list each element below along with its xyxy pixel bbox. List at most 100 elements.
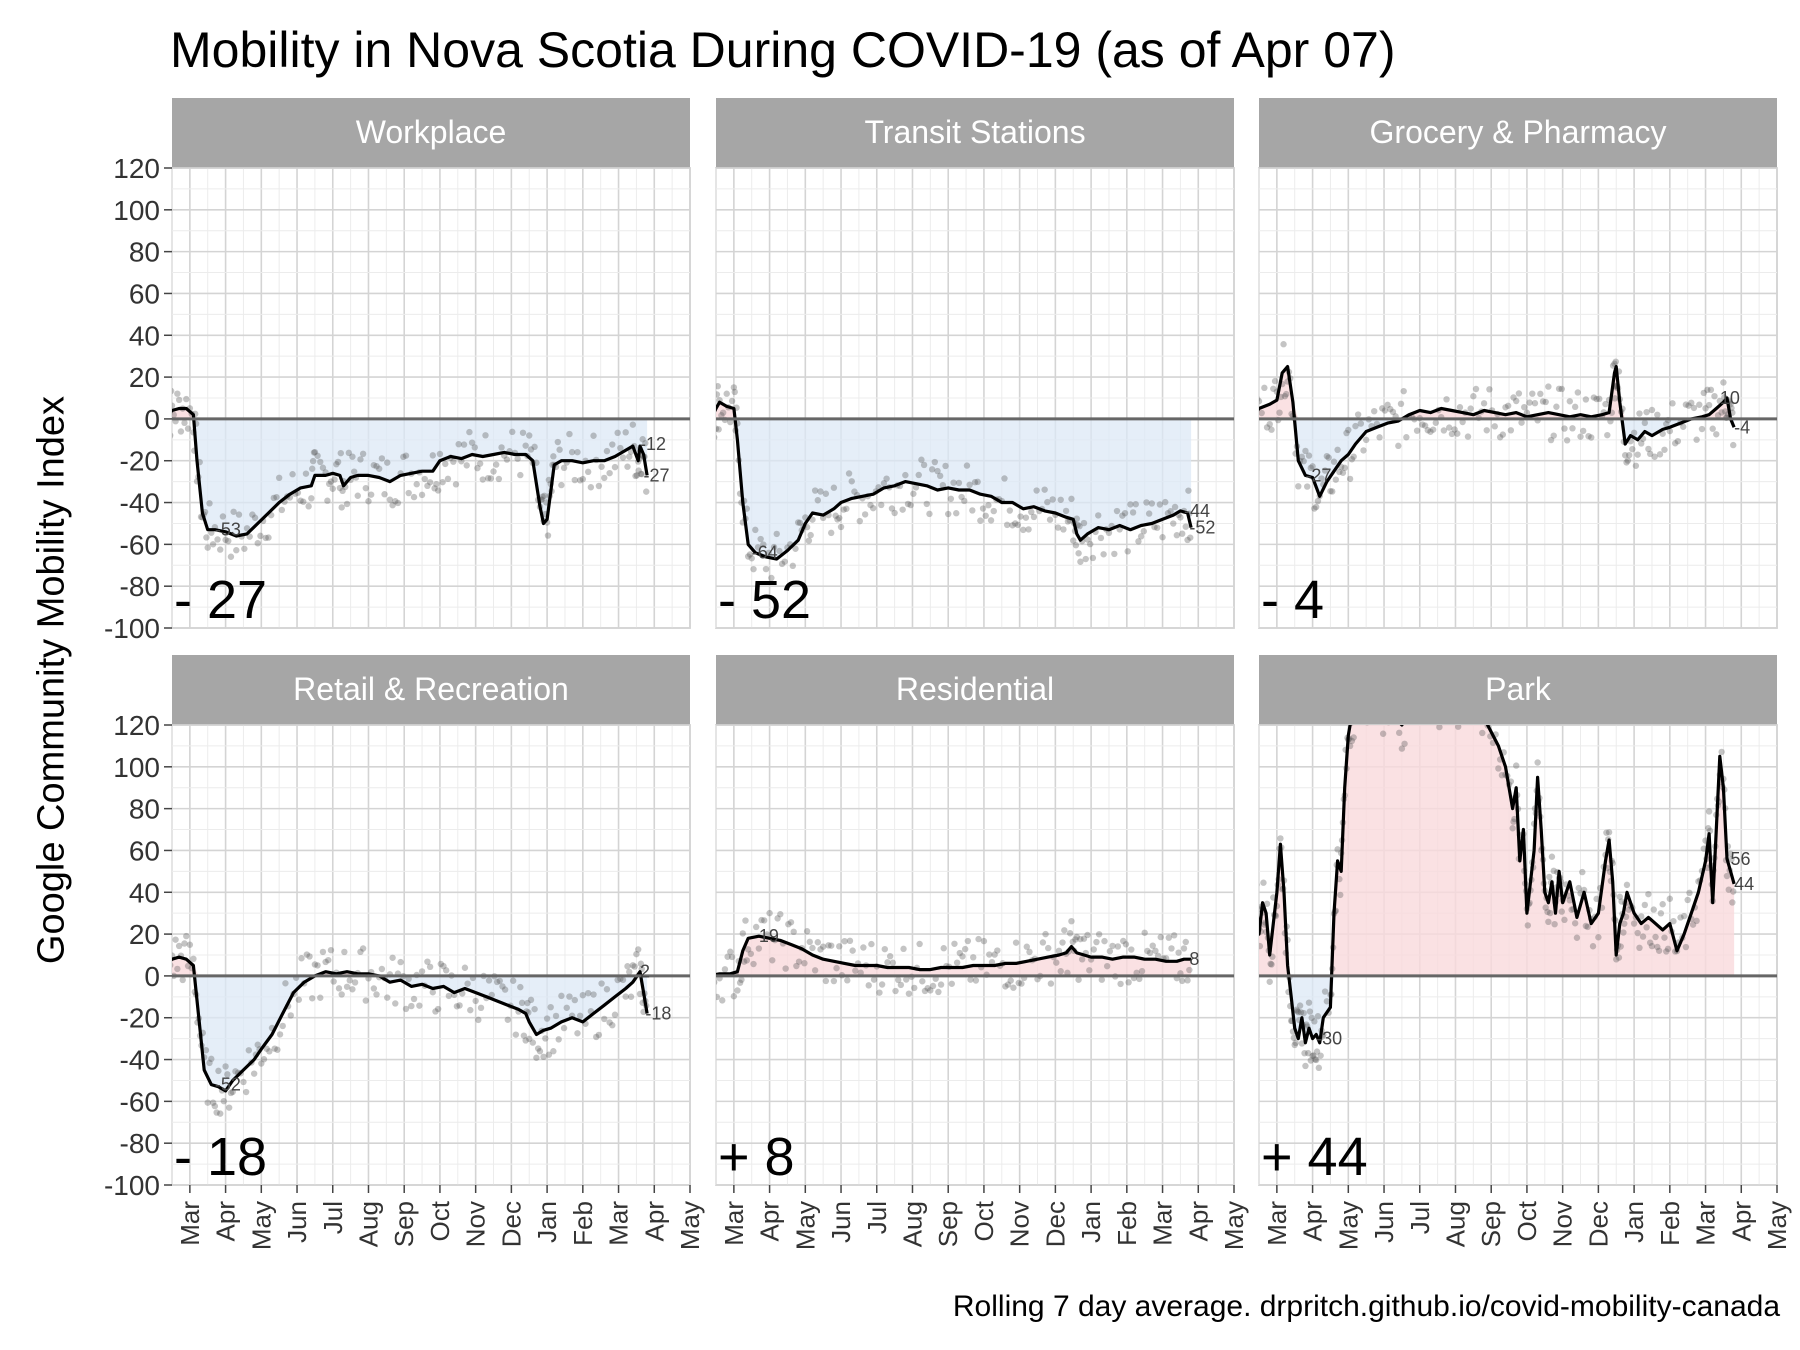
y-tick-label: -20 [120,1003,160,1034]
data-point [260,1056,268,1063]
data-point [1343,429,1350,437]
data-point [837,523,845,531]
data-point [1518,419,1525,426]
data-point [563,1004,570,1011]
data-point [1580,886,1588,894]
y-tick-label: -60 [120,529,160,560]
data-point [840,506,847,513]
data-point [1705,825,1712,832]
data-point [1270,385,1277,392]
data-point [742,917,749,924]
panel-transit-stations: Transit Stations -64 -44-52 - 52 [715,98,1235,630]
data-point [1066,930,1074,937]
data-label: 2 [640,962,650,982]
data-point [721,966,729,973]
data-point [542,1035,549,1042]
data-point [611,463,619,471]
data-point [1689,921,1697,928]
data-point [460,441,468,448]
data-point [587,484,595,491]
data-point [531,443,538,451]
data-point [966,481,973,489]
data-point [1250,389,1256,395]
data-point [926,510,933,518]
data-point [1670,917,1677,925]
data-point [841,937,848,945]
data-point [258,1060,265,1067]
data-point [635,946,642,953]
data-point [1143,499,1150,506]
data-point [806,938,813,946]
data-point [929,982,937,990]
data-point [1171,503,1179,511]
data-point [822,977,830,985]
data-point [934,467,941,475]
data-point [1106,948,1114,955]
data-point [1307,1057,1315,1064]
data-point [1348,456,1356,463]
data-point [544,532,552,539]
data-point [1639,933,1647,940]
data-point [868,940,875,948]
data-point [1384,401,1391,409]
data-point [341,948,348,956]
x-tick-label: Jun [1369,1201,1399,1243]
data-point [1271,377,1279,385]
data-point [1164,510,1172,517]
data-point [736,979,744,986]
data-point [504,1016,512,1023]
data-point [464,980,471,987]
data-point [794,519,802,526]
data-point [175,942,183,950]
data-point [795,958,803,965]
data-point [1337,891,1344,899]
data-point [1727,850,1734,857]
data-point [309,995,316,1002]
data-point [1566,398,1574,405]
data-point [1440,427,1448,434]
data-point [598,463,605,470]
data-point [739,930,746,937]
data-point [708,974,714,980]
panel-grocery-pharmacy: Grocery & Pharmacy -27 10 -4 - 4 [1250,98,1778,630]
data-point [948,980,955,987]
data-point [319,464,327,471]
data-point [164,431,170,437]
data-point [450,458,457,465]
data-point [1664,945,1672,953]
data-point [1582,922,1590,930]
data-point [1513,762,1520,769]
data-point [809,944,816,952]
data-point [744,946,752,953]
data-point [1725,886,1732,893]
data-point [1296,1002,1304,1009]
data-point [1569,425,1576,432]
data-point [472,997,479,1005]
data-point [1025,526,1032,533]
x-tick-label: Mar [1691,1201,1721,1246]
data-point [1604,431,1611,439]
x-tick-label: Aug [1440,1201,1470,1247]
data-point [1298,453,1306,461]
data-point [746,551,754,558]
data-point [1165,934,1173,941]
x-tick-label: May [790,1201,820,1250]
data-point [991,951,998,958]
data-point [1267,960,1274,968]
data-point [972,977,980,984]
data-point [319,948,327,956]
data-point [774,915,781,922]
data-point [1291,1041,1298,1049]
x-tick-label: Nov [1005,1201,1035,1247]
data-point [790,928,797,936]
data-point [397,958,404,966]
data-point [1720,379,1727,386]
x-tick-label: Jan [1619,1201,1649,1243]
x-tick-label: Apr [1726,1201,1756,1242]
data-point [1730,441,1737,449]
data-point [1114,943,1122,950]
data-point [1334,446,1341,454]
data-point [1149,942,1156,949]
data-point [220,1097,227,1105]
data-point [762,565,770,573]
